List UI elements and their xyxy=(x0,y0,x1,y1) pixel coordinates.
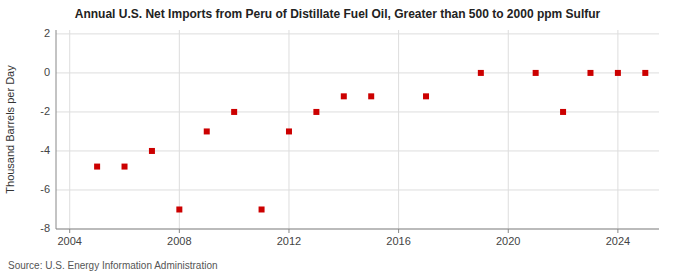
point xyxy=(587,70,593,76)
point xyxy=(122,164,128,170)
y-grid-line xyxy=(56,150,659,151)
y-tick-label: 2 xyxy=(44,27,50,39)
y-tick-label: -8 xyxy=(40,222,50,234)
point xyxy=(231,109,237,115)
x-axis-line xyxy=(56,229,659,230)
x-tick xyxy=(179,229,180,233)
point xyxy=(149,148,155,154)
point xyxy=(313,109,319,115)
x-tick xyxy=(508,229,509,233)
point xyxy=(615,70,621,76)
x-tick xyxy=(398,229,399,233)
source-note: Source: U.S. Energy Information Administ… xyxy=(8,260,218,271)
x-tick-label: 2012 xyxy=(277,235,301,247)
x-tick-label: 2008 xyxy=(167,235,191,247)
x-tick-label: 2016 xyxy=(386,235,410,247)
point xyxy=(94,164,100,170)
y-grid-line xyxy=(56,33,659,34)
x-grid-line xyxy=(508,30,509,229)
y-axis-line xyxy=(56,30,57,229)
x-grid-line xyxy=(69,30,70,229)
y-grid-line xyxy=(56,189,659,190)
point xyxy=(560,109,566,115)
y-grid-line xyxy=(56,229,659,230)
grid xyxy=(56,30,659,229)
x-tick xyxy=(617,229,618,233)
point xyxy=(286,128,292,134)
y-grid-line xyxy=(56,111,659,112)
x-grid-line xyxy=(398,30,399,229)
chart-svg: -8 -6 -4 -2 0 2 2004 2008 2012 2016 2020 2024 Annual… xyxy=(0,0,675,275)
point xyxy=(204,128,210,134)
y-tick-label: 0 xyxy=(44,66,50,78)
point xyxy=(423,93,429,99)
y-tick-label: -4 xyxy=(40,144,50,156)
point xyxy=(642,70,648,76)
title: Annual U.S. Net Imports from Peru of Dis… xyxy=(75,7,601,21)
point xyxy=(533,70,539,76)
chart-container: -8 -6 -4 -2 0 2 2004 2008 2012 2016 2020 2024 Annual… xyxy=(0,0,675,275)
x-tick-label: 2004 xyxy=(57,235,81,247)
point xyxy=(176,206,182,212)
point xyxy=(478,70,484,76)
y-tick-label: -2 xyxy=(40,105,50,117)
x-tick-label: 2024 xyxy=(606,235,630,247)
y-axis-label: Thousand Barrels per Day xyxy=(4,65,16,194)
point xyxy=(259,206,265,212)
point xyxy=(341,93,347,99)
x-grid-line xyxy=(617,30,618,229)
x-grid-line xyxy=(179,30,180,229)
y-grid-line xyxy=(56,72,659,73)
point xyxy=(368,93,374,99)
points xyxy=(94,70,648,213)
x-tick-label: 2020 xyxy=(496,235,520,247)
y-tick-label: -6 xyxy=(40,183,50,195)
x-tick xyxy=(69,229,70,233)
x-tick xyxy=(288,229,289,233)
